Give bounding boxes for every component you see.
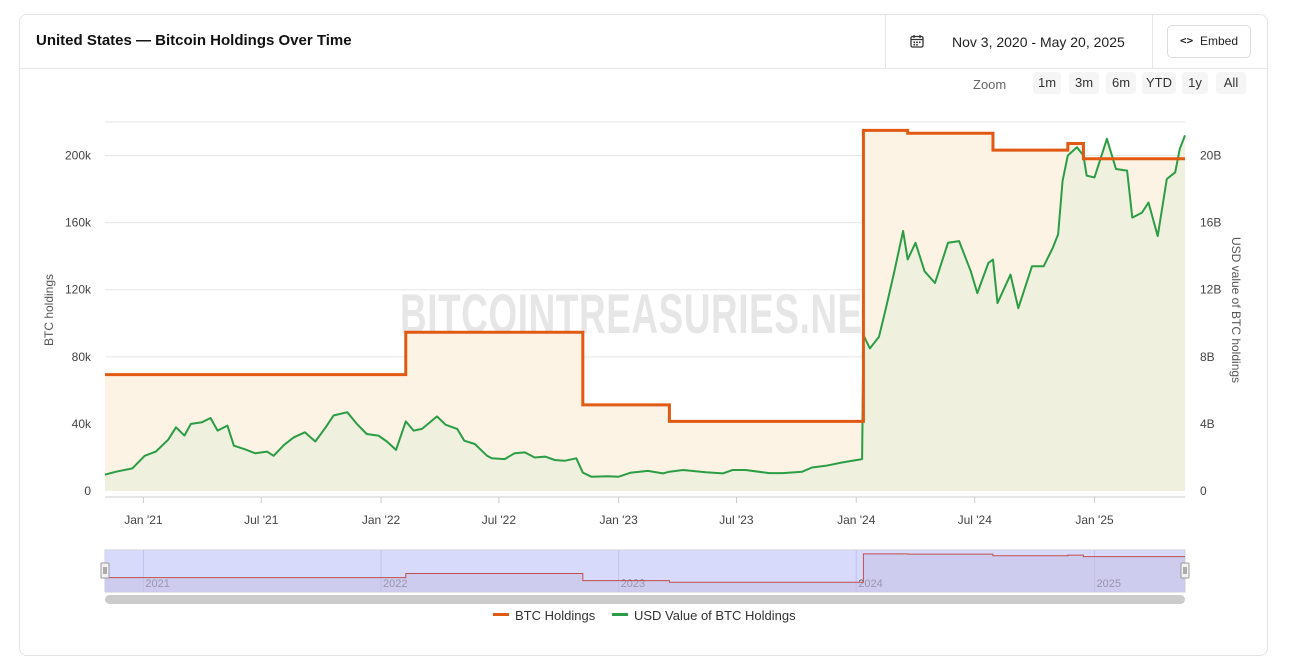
x-tick-label: Jan '22 — [362, 513, 401, 527]
navigator-scrollbar[interactable] — [105, 595, 1185, 604]
legend-swatch-btc — [493, 613, 509, 617]
x-tick-label: Jan '23 — [599, 513, 638, 527]
y-axis-left-title: BTC holdings — [42, 274, 56, 346]
y-left-tick-label: 200k — [65, 149, 92, 163]
chart-title: United States — Bitcoin Holdings Over Ti… — [36, 32, 352, 49]
navigator-right-handle[interactable] — [1180, 562, 1190, 579]
y-right-tick-label: 20B — [1200, 149, 1221, 163]
navigator-area — [105, 553, 1185, 592]
date-range-text: Nov 3, 2020 - May 20, 2025 — [952, 34, 1125, 50]
usd-value-area — [105, 135, 1185, 491]
zoom-6m-button[interactable]: 6m — [1106, 72, 1136, 94]
embed-label: Embed — [1200, 34, 1239, 48]
y-right-tick-label: 16B — [1200, 216, 1221, 230]
zoom-ytd-button[interactable]: YTD — [1142, 72, 1176, 94]
x-tick-label: Jan '21 — [124, 513, 163, 527]
zoom-3m-button[interactable]: 3m — [1069, 72, 1099, 94]
y-right-tick-label: 0 — [1200, 484, 1207, 498]
legend-item-btc[interactable]: BTC Holdings — [493, 608, 595, 623]
calendar-icon — [910, 34, 924, 53]
zoom-1y-button[interactable]: 1y — [1182, 72, 1208, 94]
y-right-tick-label: 8B — [1200, 350, 1215, 364]
navigator-left-handle[interactable] — [100, 562, 110, 579]
y-right-tick-label: 12B — [1200, 283, 1221, 297]
x-tick-label: Jul '21 — [244, 513, 279, 527]
x-tick-label: Jul '24 — [958, 513, 993, 527]
zoom-label: Zoom — [973, 77, 1007, 92]
legend-label-btc: BTC Holdings — [515, 608, 596, 623]
date-range-picker[interactable]: Nov 3, 2020 - May 20, 2025 — [885, 15, 1153, 68]
y-left-tick-label: 40k — [72, 417, 92, 431]
usd-value-line — [104, 135, 1186, 478]
axes: 0 40k 80k 120k 160k 200k 0 4B 8B 12B 16B 20B Jan '21… — [65, 149, 1221, 527]
x-tick-label: Jan '25 — [1075, 513, 1114, 527]
legend-label-usd: USD Value of BTC Holdings — [634, 608, 796, 623]
legend-item-usd[interactable]: USD Value of BTC Holdings — [612, 608, 796, 623]
y-left-tick-label: 0 — [84, 484, 91, 498]
legend-swatch-usd — [612, 613, 628, 617]
chart-header: United States — Bitcoin Holdings Over Ti… — [20, 15, 1267, 69]
code-icon: <> — [1180, 34, 1194, 47]
x-tick-label: Jul '23 — [719, 513, 754, 527]
btc-holdings-line — [105, 128, 1185, 423]
area-fills — [105, 130, 1185, 492]
y-left-tick-label: 120k — [65, 283, 92, 297]
x-tick-label: Jan '24 — [837, 513, 876, 527]
series-lines — [104, 128, 1186, 478]
y-left-tick-label: 160k — [65, 216, 92, 230]
y-left-tick-label: 80k — [72, 350, 92, 364]
embed-button[interactable]: <> Embed — [1167, 25, 1251, 58]
navigator[interactable]: 20212022202320242025 — [100, 549, 1190, 604]
y-axis-right-title: USD value of BTC holdings — [1229, 237, 1243, 383]
x-tick-label: Jul '22 — [482, 513, 517, 527]
navigator-line — [105, 553, 1185, 583]
y-right-tick-label: 4B — [1200, 417, 1215, 431]
zoom-all-button[interactable]: All — [1216, 72, 1246, 94]
zoom-1m-button[interactable]: 1m — [1033, 72, 1061, 94]
